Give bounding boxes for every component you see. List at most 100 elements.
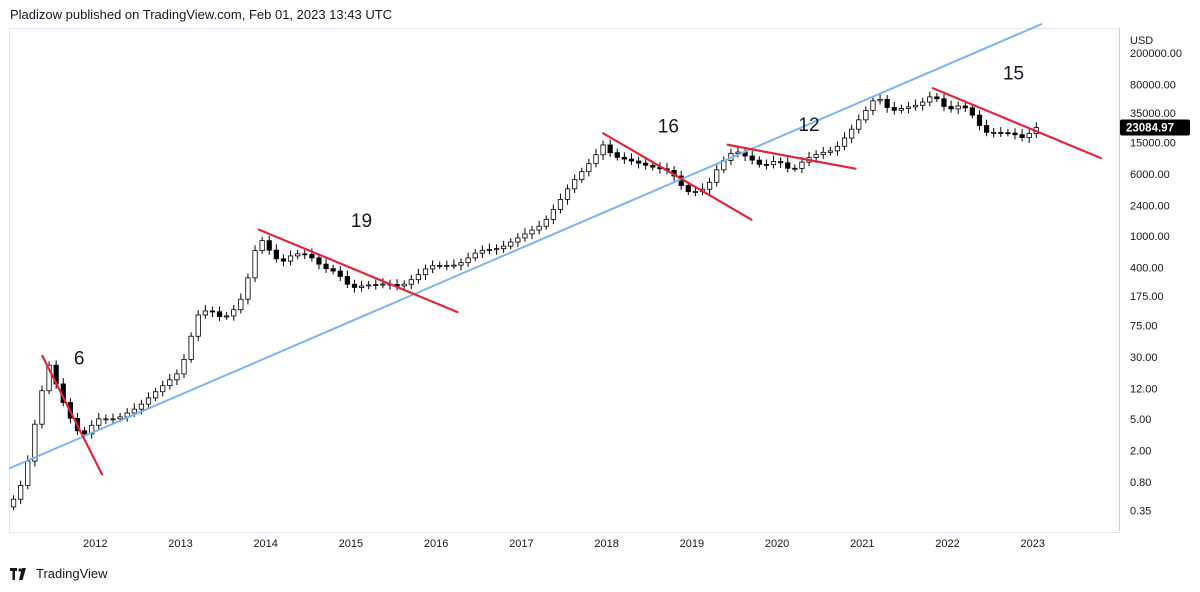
candle-body bbox=[110, 418, 116, 421]
candle-body bbox=[920, 101, 926, 106]
candle-body bbox=[131, 408, 137, 414]
candle-body bbox=[18, 485, 24, 500]
candle-body bbox=[46, 364, 52, 392]
candle-body bbox=[849, 128, 855, 139]
candle-body bbox=[280, 258, 287, 262]
x-tick-label: 2016 bbox=[424, 538, 448, 550]
candle-body bbox=[337, 270, 343, 277]
resistance-2022-line bbox=[931, 87, 1103, 160]
candle-body bbox=[991, 132, 997, 134]
candle-body bbox=[501, 245, 507, 250]
resistance-2011-line bbox=[41, 354, 104, 476]
candle-body bbox=[508, 241, 514, 247]
candle-body bbox=[650, 164, 656, 168]
candle-body bbox=[266, 240, 272, 251]
candle-body bbox=[834, 145, 841, 152]
candle-body bbox=[486, 249, 493, 251]
candle-body bbox=[458, 262, 464, 266]
y-tick-label: 200000.00 bbox=[1130, 48, 1182, 60]
candle-body bbox=[259, 240, 265, 252]
annotation-label: 16 bbox=[658, 116, 679, 137]
y-tick-label: 6000.00 bbox=[1130, 169, 1170, 181]
candle-body bbox=[224, 315, 230, 318]
candle-body bbox=[287, 255, 294, 262]
candle-body bbox=[579, 171, 585, 181]
candle-body bbox=[948, 106, 954, 110]
candle-body bbox=[465, 257, 471, 264]
candle-body bbox=[564, 188, 571, 200]
candle-body bbox=[536, 225, 542, 231]
tradingview-logo-icon bbox=[10, 567, 26, 580]
candle-body bbox=[934, 96, 940, 100]
y-axis-labels: USD 200000.00 80000.00 35000.00 15000.00 600… bbox=[1130, 35, 1182, 518]
y-tick-label: 175.00 bbox=[1130, 291, 1164, 303]
y-tick-label: 0.80 bbox=[1130, 477, 1151, 489]
y-tick-label: 15000.00 bbox=[1130, 137, 1176, 149]
x-tick-label: 2018 bbox=[594, 538, 618, 550]
candle-body bbox=[891, 107, 897, 111]
candle-body bbox=[25, 460, 31, 486]
candle-body bbox=[39, 390, 45, 425]
candle-body bbox=[827, 150, 833, 153]
candle-body bbox=[714, 169, 720, 183]
candle-body bbox=[188, 335, 194, 360]
candle-body bbox=[515, 237, 521, 243]
candle-body bbox=[550, 209, 556, 220]
candle-body bbox=[557, 198, 564, 210]
candle-body bbox=[856, 119, 862, 130]
chart-pane[interactable] bbox=[9, 28, 1120, 533]
brand-name: TradingView bbox=[36, 566, 108, 581]
annotation-label: 12 bbox=[798, 115, 819, 136]
candle-body bbox=[912, 104, 919, 108]
candle-body bbox=[10, 498, 17, 508]
candle-body bbox=[344, 275, 350, 285]
candle-body bbox=[877, 98, 883, 102]
candle-body bbox=[941, 98, 947, 107]
candle-body bbox=[529, 229, 535, 235]
price-scale[interactable] bbox=[1119, 28, 1200, 531]
x-tick-label: 2019 bbox=[680, 538, 704, 550]
y-tick-label: 35000.00 bbox=[1130, 108, 1176, 120]
annotation-label: 6 bbox=[74, 349, 85, 370]
x-tick-label: 2014 bbox=[253, 538, 277, 550]
candle-body bbox=[245, 277, 251, 300]
candle-body bbox=[969, 107, 975, 116]
candle-body bbox=[870, 100, 876, 111]
candle-body bbox=[195, 314, 201, 337]
candle-body bbox=[493, 248, 500, 251]
candles-layer bbox=[10, 91, 1039, 511]
candle-body bbox=[962, 105, 968, 109]
x-tick-label: 2023 bbox=[1021, 538, 1045, 550]
candle-body bbox=[607, 144, 613, 154]
currency-label: USD bbox=[1130, 35, 1153, 47]
candle-body bbox=[785, 162, 791, 169]
candle-body bbox=[543, 218, 549, 227]
candle-body bbox=[778, 161, 784, 164]
y-tick-label: 80000.00 bbox=[1130, 80, 1176, 92]
last-price-bg bbox=[1120, 119, 1190, 136]
candle-body bbox=[231, 309, 237, 317]
candle-body bbox=[373, 284, 379, 286]
candle-body bbox=[1005, 132, 1011, 135]
x-tick-label: 2021 bbox=[850, 538, 874, 550]
x-tick-label: 2022 bbox=[935, 538, 959, 550]
candle-body bbox=[181, 359, 187, 375]
y-tick-label: 30.00 bbox=[1130, 352, 1158, 364]
y-tick-label: 5.00 bbox=[1130, 414, 1151, 426]
candle-body bbox=[692, 191, 698, 193]
last-price-badge: 23084.97 bbox=[1120, 119, 1190, 136]
candle-body bbox=[273, 249, 279, 260]
candle-body bbox=[160, 385, 166, 393]
candle-body bbox=[323, 263, 329, 270]
candle-body bbox=[749, 155, 755, 161]
x-tick-label: 2015 bbox=[339, 538, 363, 550]
candle-body bbox=[763, 163, 770, 166]
candle-body bbox=[522, 233, 528, 239]
candle-body bbox=[451, 264, 457, 267]
candle-body bbox=[586, 163, 592, 173]
candle-body bbox=[358, 285, 365, 288]
candle-body bbox=[643, 162, 649, 166]
x-tick-label: 2013 bbox=[168, 538, 192, 550]
candle-body bbox=[472, 252, 478, 259]
y-tick-label: 2.00 bbox=[1130, 445, 1151, 457]
